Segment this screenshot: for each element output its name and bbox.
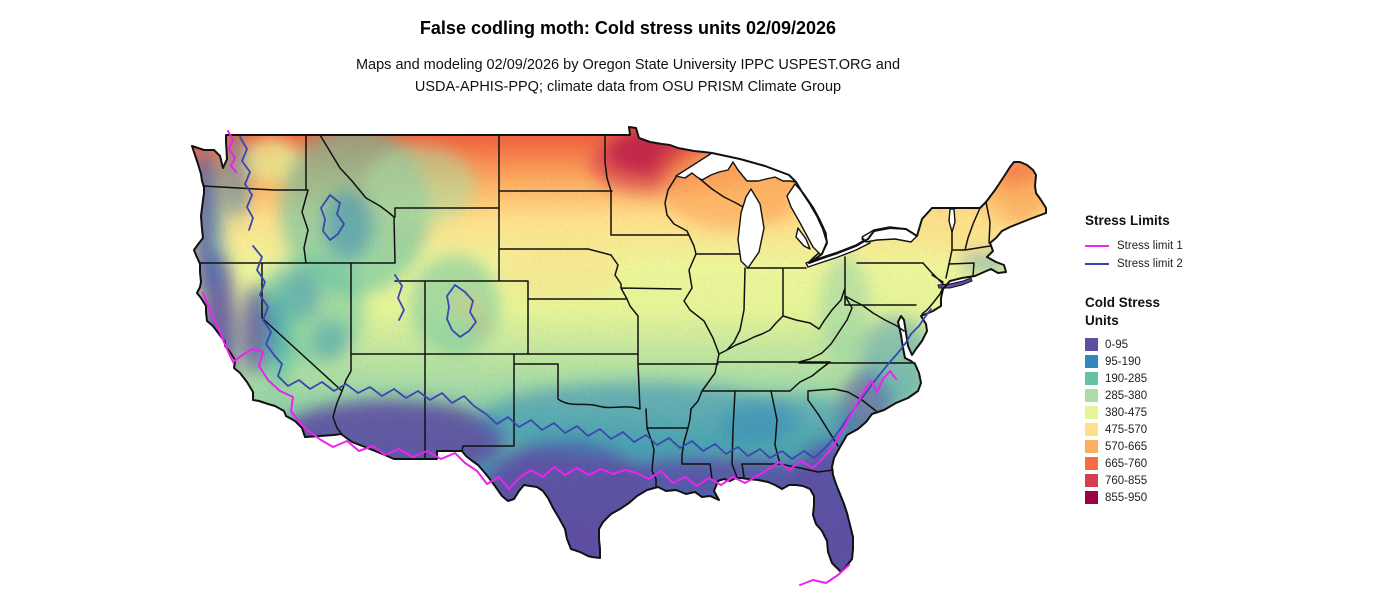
stress-limit-1-label: Stress limit 1 <box>1117 239 1183 252</box>
color-swatch <box>1085 372 1098 385</box>
color-swatch <box>1085 406 1098 419</box>
cold-stress-heading-line-2: Units <box>1085 313 1119 328</box>
page-subtitle: Maps and modeling 02/09/2026 by Oregon S… <box>0 54 1256 98</box>
cold-stress-units-heading: Cold Stress Units <box>1085 294 1245 330</box>
legend-class-row: 285-380 <box>1085 387 1245 404</box>
stress-limit-1-contour <box>202 130 897 586</box>
state-borders <box>199 134 991 488</box>
page-title: False codling moth: Cold stress units 02… <box>419 18 837 38</box>
legend-class-row: 665-760 <box>1085 455 1245 472</box>
color-swatch <box>1085 355 1098 368</box>
color-swatch <box>1085 457 1098 470</box>
color-swatch <box>1085 423 1098 436</box>
legend-class-row: 570-665 <box>1085 438 1245 455</box>
legend-class-row: 855-950 <box>1085 489 1245 506</box>
lake-michigan <box>737 188 765 269</box>
color-swatch <box>1085 338 1098 351</box>
color-swatch <box>1085 491 1098 504</box>
stress-limit-2-label: Stress limit 2 <box>1117 257 1183 270</box>
color-swatch <box>1085 474 1098 487</box>
legend-class-row: 95-190 <box>1085 353 1245 370</box>
legend-item-stress-limit-2: Stress limit 2 <box>1085 255 1245 272</box>
legend-class-row: 475-570 <box>1085 421 1245 438</box>
legend-class-row: 0-95 <box>1085 336 1245 353</box>
stress-limit-2-contour <box>239 136 932 460</box>
subtitle-line-2: USDA-APHIS-PPQ; climate data from OSU PR… <box>414 79 842 95</box>
stress-limit-2-line-swatch <box>1085 262 1109 265</box>
color-swatch <box>1085 389 1098 402</box>
stress-limits-heading: Stress Limits <box>1085 213 1170 228</box>
legend-class-row: 760-855 <box>1085 472 1245 489</box>
subtitle-line-1: Maps and modeling 02/09/2026 by Oregon S… <box>355 57 901 73</box>
legend-class-row: 380-475 <box>1085 404 1245 421</box>
cold-stress-heading-line-1: Cold Stress <box>1085 295 1161 310</box>
legend-item-stress-limit-1: Stress limit 1 <box>1085 237 1245 254</box>
legend-class-row: 190-285 <box>1085 370 1245 387</box>
color-swatch <box>1085 440 1098 453</box>
saginaw-bay <box>795 227 811 250</box>
raster-fill <box>192 127 1046 572</box>
map-legend: Stress Limits Stress limit 1 Stress limi… <box>1085 212 1245 506</box>
stress-limit-1-line-swatch <box>1085 244 1109 247</box>
